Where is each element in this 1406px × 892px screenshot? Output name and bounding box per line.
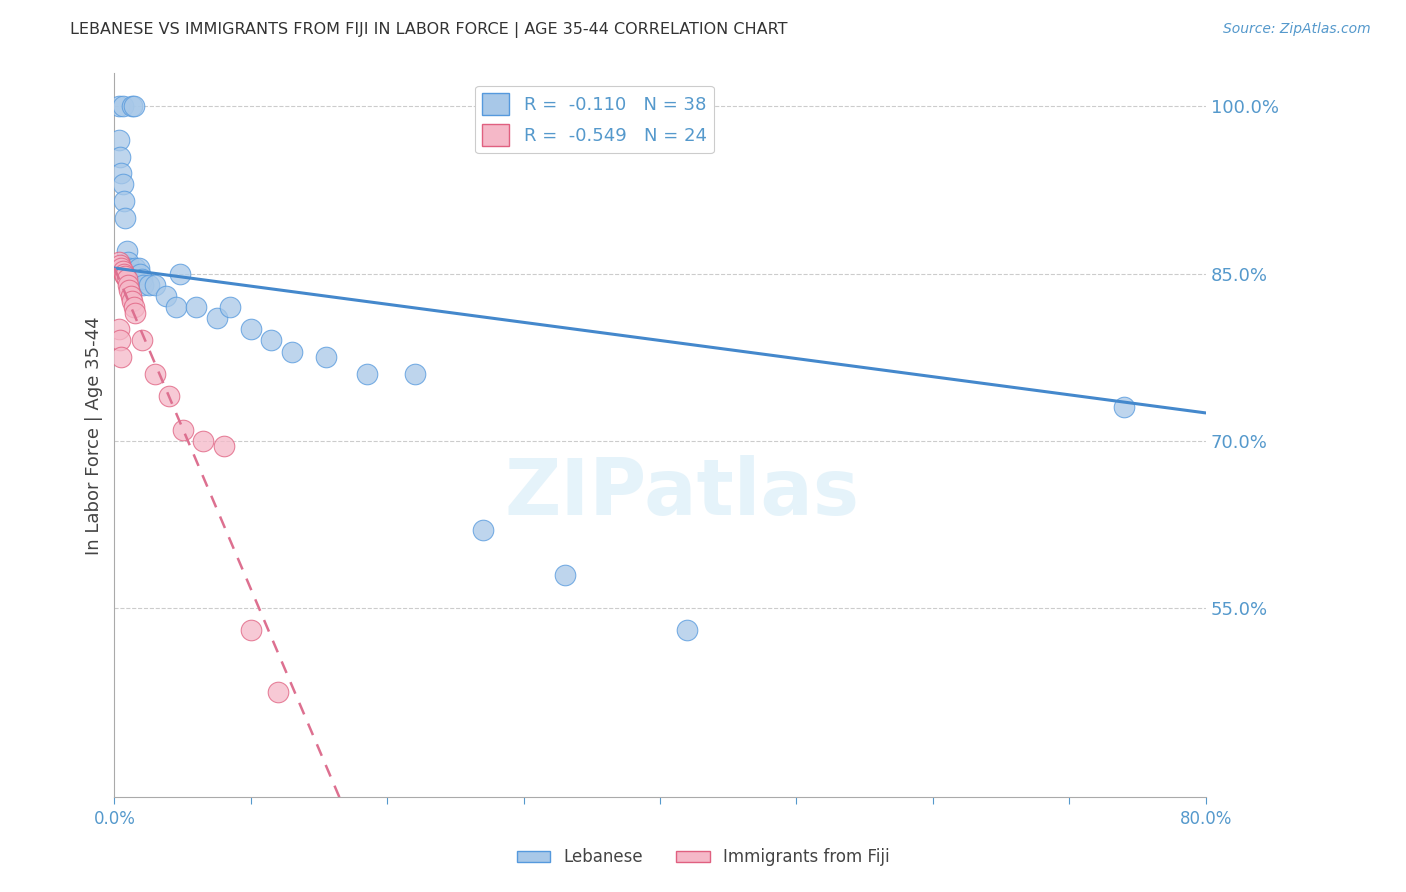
Point bbox=[124, 260, 146, 275]
Point bbox=[280, 344, 302, 359]
Y-axis label: In Labor Force | Age 35-44: In Labor Force | Age 35-44 bbox=[86, 316, 103, 555]
Point bbox=[118, 283, 141, 297]
Point bbox=[115, 244, 138, 259]
Point bbox=[121, 267, 143, 281]
Point bbox=[356, 367, 378, 381]
Text: LEBANESE VS IMMIGRANTS FROM FIJI IN LABOR FORCE | AGE 35-44 CORRELATION CHART: LEBANESE VS IMMIGRANTS FROM FIJI IN LABO… bbox=[70, 22, 787, 38]
Point bbox=[111, 264, 134, 278]
Point bbox=[107, 99, 129, 113]
Point bbox=[676, 624, 699, 638]
Point bbox=[186, 300, 208, 314]
Point bbox=[112, 194, 135, 209]
Point bbox=[117, 255, 139, 269]
Point bbox=[138, 277, 160, 292]
Point bbox=[239, 322, 262, 336]
Point bbox=[554, 567, 576, 582]
Point bbox=[219, 300, 242, 314]
Point bbox=[191, 434, 214, 448]
Point bbox=[110, 350, 132, 364]
Point bbox=[114, 211, 136, 225]
Point bbox=[143, 367, 166, 381]
Point bbox=[120, 267, 142, 281]
Point bbox=[108, 258, 131, 272]
Point bbox=[267, 684, 290, 698]
Point bbox=[120, 289, 142, 303]
Point bbox=[111, 178, 134, 192]
Legend: Lebanese, Immigrants from Fiji: Lebanese, Immigrants from Fiji bbox=[510, 842, 896, 873]
Point bbox=[129, 267, 152, 281]
Point bbox=[107, 255, 129, 269]
Point bbox=[107, 133, 129, 147]
Point bbox=[172, 423, 194, 437]
Text: ZIPatlas: ZIPatlas bbox=[505, 455, 859, 531]
Point bbox=[108, 150, 131, 164]
Point bbox=[132, 277, 155, 292]
Point bbox=[260, 334, 283, 348]
Point bbox=[117, 277, 139, 292]
Point bbox=[110, 166, 132, 180]
Point bbox=[143, 277, 166, 292]
Point bbox=[111, 99, 134, 113]
Point bbox=[124, 305, 146, 319]
Point bbox=[121, 294, 143, 309]
Point bbox=[122, 99, 145, 113]
Point bbox=[118, 260, 141, 275]
Point bbox=[131, 334, 153, 348]
Point bbox=[1112, 401, 1135, 415]
Point bbox=[157, 389, 180, 403]
Point bbox=[128, 260, 150, 275]
Point bbox=[165, 300, 187, 314]
Point bbox=[239, 624, 262, 638]
Point bbox=[114, 268, 136, 283]
Text: Source: ZipAtlas.com: Source: ZipAtlas.com bbox=[1223, 22, 1371, 37]
Point bbox=[108, 334, 131, 348]
Point bbox=[110, 260, 132, 275]
Point bbox=[107, 322, 129, 336]
Point bbox=[212, 439, 235, 453]
Legend: R =  -0.110   N = 38, R =  -0.549   N = 24: R = -0.110 N = 38, R = -0.549 N = 24 bbox=[475, 86, 714, 153]
Point bbox=[205, 311, 228, 326]
Point bbox=[155, 289, 177, 303]
Point bbox=[315, 350, 337, 364]
Point bbox=[471, 523, 494, 537]
Point bbox=[404, 367, 426, 381]
Point bbox=[121, 99, 143, 113]
Point bbox=[115, 272, 138, 286]
Point bbox=[169, 267, 191, 281]
Point bbox=[131, 272, 153, 286]
Point bbox=[122, 300, 145, 314]
Point bbox=[112, 267, 135, 281]
